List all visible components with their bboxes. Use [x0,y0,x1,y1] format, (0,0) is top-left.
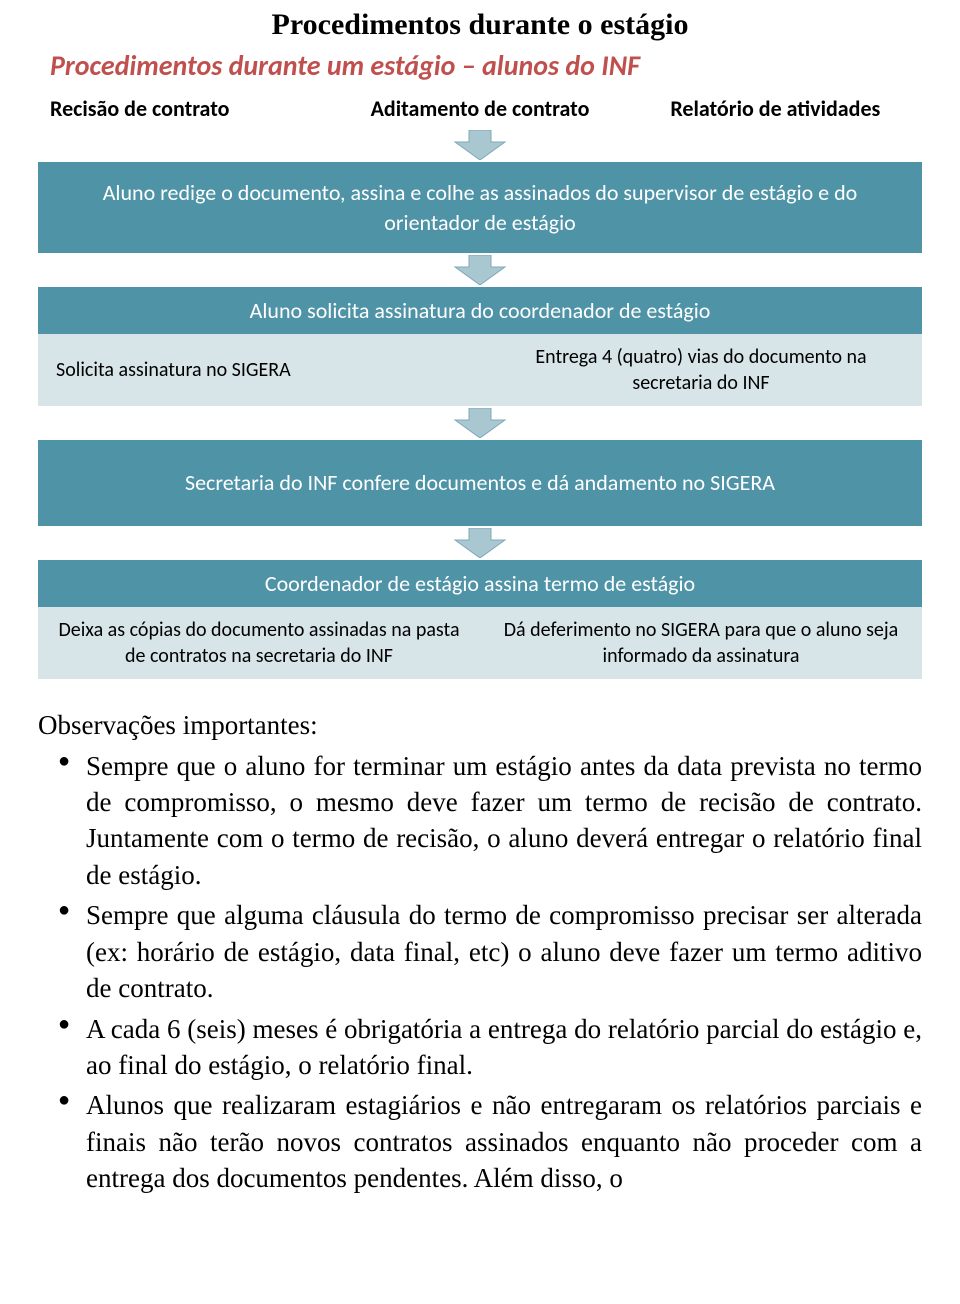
diagram-subtitle: Procedimentos durante um estágio – aluno… [38,46,922,91]
observations-section: Observações importantes: Sempre que o al… [0,689,960,1209]
header-row: Recisão de contrato Aditamento de contra… [38,91,922,128]
obs-item: Sempre que alguma cláusula do termo de c… [64,897,922,1006]
arrow-down-icon [451,130,509,160]
obs-item: Sempre que o aluno for terminar um estág… [64,748,922,894]
observations-title: Observações importantes: [38,707,922,747]
header-col-2: Aditamento de contrato [335,91,624,126]
arrow-1 [38,128,922,162]
step-2-left: Solicita assinatura no SIGERA [38,334,480,406]
arrow-3 [38,406,922,440]
arrow-2 [38,253,922,287]
arrow-4 [38,526,922,560]
obs-item: Alunos que realizaram estagiários e não … [64,1087,922,1196]
arrow-down-icon [451,255,509,285]
step-3-box: Secretaria do INF confere documentos e d… [38,440,922,526]
step-4-title: Coordenador de estágio assina termo de e… [38,560,922,607]
step-4-left: Deixa as cópias do documento assinadas n… [38,607,480,679]
flow-diagram: Procedimentos durante um estágio – aluno… [0,46,960,689]
step-4-right: Dá deferimento no SIGERA para que o alun… [480,607,922,679]
arrow-down-icon [451,528,509,558]
obs-item: A cada 6 (seis) meses é obrigatória a en… [64,1011,922,1084]
step-1-box: Aluno redige o documento, assina e colhe… [38,162,922,253]
header-col-3: Relatório de atividades [631,91,920,126]
main-title: Procedimentos durante o estágio [0,0,960,46]
step-2-right: Entrega 4 (quatro) vias do documento na … [480,334,922,406]
header-col-1: Recisão de contrato [40,91,329,126]
step-2-box: Aluno solicita assinatura do coordenador… [38,287,922,406]
observations-list: Sempre que o aluno for terminar um estág… [38,748,922,1197]
step-4-box: Coordenador de estágio assina termo de e… [38,560,922,679]
arrow-down-icon [451,408,509,438]
step-2-title: Aluno solicita assinatura do coordenador… [38,287,922,334]
